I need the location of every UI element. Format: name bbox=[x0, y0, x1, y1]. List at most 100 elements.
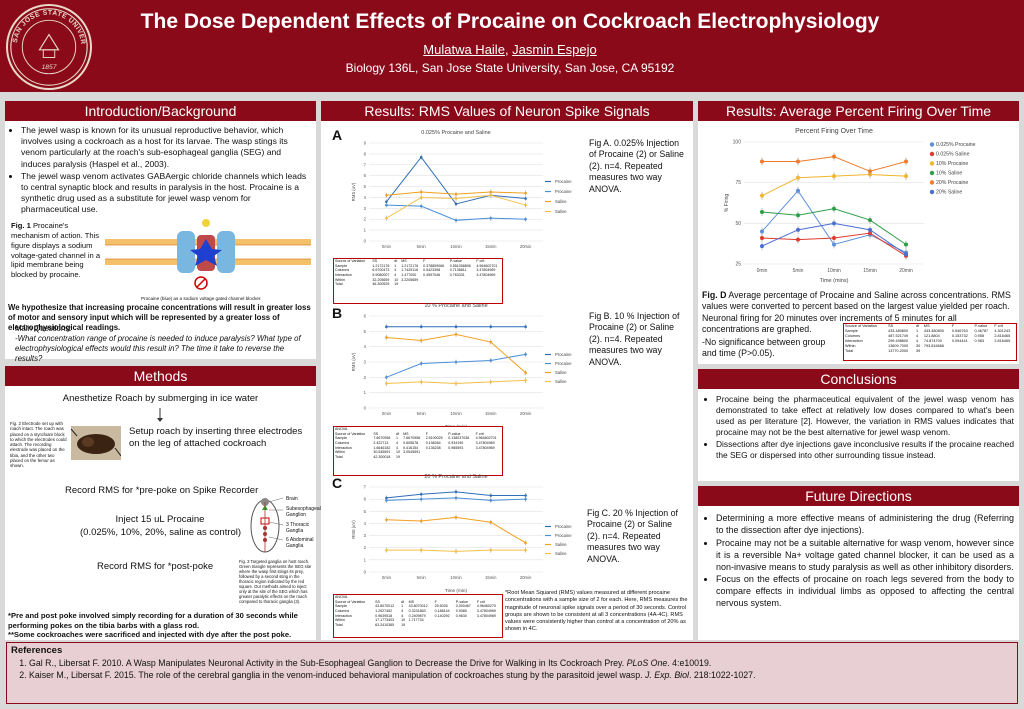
anova-a-cell: 3.2205659 bbox=[401, 277, 419, 282]
hypothesis: We hypothesize that increasing procaine … bbox=[8, 303, 311, 333]
legend-marker bbox=[929, 180, 935, 185]
data-point bbox=[832, 154, 836, 159]
data-point bbox=[454, 325, 458, 329]
y-tick-label: 1 bbox=[364, 390, 367, 395]
reference-1: Gal R., Libersat F. 2010. A Wasp Manipul… bbox=[29, 658, 1017, 668]
anova-c-cell: SS bbox=[375, 599, 380, 604]
future-bullet-1: Determining a more effective means of ad… bbox=[716, 513, 1014, 537]
legend-marker bbox=[929, 170, 935, 176]
data-point bbox=[385, 216, 388, 220]
anova-b-cell: Sample bbox=[335, 436, 348, 441]
data-point bbox=[760, 235, 764, 240]
x-tick-label: 15min bbox=[863, 268, 877, 274]
author-2[interactable]: Jasmin Espejo bbox=[512, 42, 597, 57]
anova-d-row: Columns 487.521749 4 121.8804 0.153732 0.958 2… bbox=[844, 334, 1016, 339]
anova-d-cell: Total bbox=[845, 348, 854, 353]
main-questions-label: Main Questions: bbox=[15, 324, 72, 333]
anova-c-row: Total 63.2410385 19 bbox=[334, 623, 502, 628]
anova-c-cell: 43.8070012 bbox=[375, 604, 395, 609]
chart-c-20-procaine: 20 % Procaine and Saline 0 1 2 3 4 5 6 7 0min 5min… bbox=[351, 474, 572, 593]
anova-a-cell bbox=[475, 282, 502, 287]
legend-entry: Procaine bbox=[555, 352, 572, 357]
anova-b-cell: 2.5100025 bbox=[425, 436, 443, 441]
references-section: References Gal R., Libersat F. 2010. A W… bbox=[6, 642, 1018, 704]
anova-c-cell: 43.8070012 bbox=[408, 604, 428, 609]
legend-entry: Procaine bbox=[555, 361, 572, 366]
anova-c-cell bbox=[476, 623, 502, 628]
anova-a-cell: Columns bbox=[335, 268, 350, 273]
anova-d-cell: 793.816666 bbox=[923, 343, 944, 348]
data-point bbox=[760, 193, 764, 198]
anova-c-cell: Sample bbox=[335, 604, 348, 609]
data-point bbox=[454, 550, 458, 553]
anova-a-cell: 10 bbox=[394, 277, 399, 282]
anova-b-cell bbox=[402, 455, 425, 460]
anova-b-cell: 1.6646182 bbox=[373, 445, 391, 450]
anova-b-row: Interaction 1.6646182 4 0.416154 0.136238 0.9… bbox=[334, 446, 502, 451]
anova-a-cell: SS bbox=[372, 259, 378, 263]
data-point bbox=[904, 174, 908, 179]
anova-a-cell: df bbox=[394, 259, 398, 263]
fig2-caption: Fig. 2 Electrode set up with roach intac… bbox=[10, 421, 67, 469]
anova-a-cell: 4.964602701 bbox=[476, 263, 498, 268]
anova-a-cell: 0.763331 bbox=[449, 273, 465, 278]
anova-b-cell: F crit bbox=[475, 431, 484, 436]
y-tick-label: 50 bbox=[735, 221, 741, 227]
data-point bbox=[524, 217, 527, 221]
anova-d-row: Sample 433.480800 1 433.480800 0.546763 0.467… bbox=[844, 329, 1016, 334]
anova-a-cell bbox=[400, 282, 422, 287]
fig-b-caption: Fig B. 10 % Injection of Procaine (2) or… bbox=[589, 311, 687, 368]
anova-d-cell: 13770.2000 bbox=[888, 348, 909, 353]
y-tick-label: 75 bbox=[735, 180, 741, 186]
anova-c-cell: 0.188144 bbox=[434, 609, 450, 614]
anova-c-cell: 0.3231863 bbox=[408, 609, 426, 614]
data-point bbox=[419, 519, 423, 523]
series-line bbox=[386, 516, 526, 544]
method-step-2: Setup roach by inserting three electrode… bbox=[129, 426, 303, 449]
anova-b-cell: MS bbox=[403, 431, 409, 436]
fig-a-label: Fig A. bbox=[589, 138, 612, 148]
anova-a-cell: Within bbox=[335, 277, 345, 282]
anova-b-cell: 3.47804969 bbox=[475, 445, 495, 450]
data-point bbox=[760, 209, 764, 214]
conclusion-bullet-1: Procaine being the pharmaceutical equiva… bbox=[716, 394, 1014, 438]
future-heading: Future Directions bbox=[698, 486, 1019, 506]
anova-table-d: Source of Variation SS df MS F P-value F crit S… bbox=[843, 323, 1017, 361]
anova-c-cell: 10 bbox=[401, 618, 406, 623]
fig-b-label: Fig B. bbox=[589, 311, 612, 321]
x-tick-label: 5min bbox=[417, 575, 427, 580]
author-1[interactable]: Mulatwa Haile bbox=[423, 42, 505, 57]
y-tick-label: 7 bbox=[364, 162, 367, 167]
anova-a-cell: Source of Variation bbox=[335, 259, 366, 263]
data-point bbox=[454, 197, 458, 200]
anova-table-a: Source of Variation SS df MS F P-value F crit S… bbox=[333, 258, 503, 304]
data-point bbox=[489, 494, 493, 497]
x-tick-label: 0min bbox=[382, 244, 392, 249]
anova-a-cell: 0.551058806 bbox=[449, 263, 471, 268]
anova-b-cell: 0.965593 bbox=[448, 445, 464, 450]
anova-c-cell: Columns bbox=[335, 609, 350, 614]
anova-b-cell bbox=[447, 455, 474, 460]
anova-d-cell: df bbox=[916, 324, 920, 328]
future-section: Future Directions Determining a more eff… bbox=[698, 486, 1019, 640]
anova-c-cell: 1.717734 bbox=[408, 618, 424, 623]
anova-b-cell: 0.198284 bbox=[425, 441, 441, 446]
anova-c-cell: P-value bbox=[455, 599, 468, 604]
anova-b-cell: df bbox=[395, 431, 399, 436]
anova-d-cell bbox=[993, 349, 1016, 354]
y-axis-label: RMS (uV) bbox=[351, 182, 356, 201]
x-tick-label: 10min bbox=[450, 411, 462, 416]
anova-c-cell: 3.47804969 bbox=[476, 609, 496, 614]
references-list: Gal R., Libersat F. 2010. A Wasp Manipul… bbox=[7, 658, 1017, 680]
data-point bbox=[524, 541, 527, 545]
anova-d-cell: Within bbox=[845, 343, 856, 348]
anova-d-row: Within 13609.7000 30 793.816666 bbox=[844, 344, 1016, 349]
percent-heading: Results: Average Percent Firing Over Tim… bbox=[698, 101, 1019, 121]
y-tick-label: 4 bbox=[364, 521, 367, 526]
anova-b-cell bbox=[475, 455, 502, 460]
anova-a-cell: 4 bbox=[394, 273, 397, 278]
data-point bbox=[524, 379, 527, 382]
anova-table-b: ANOVA Source of Variation SS df MS F P-value F … bbox=[333, 426, 503, 476]
data-point bbox=[454, 382, 458, 385]
anova-d-cell bbox=[951, 349, 974, 354]
